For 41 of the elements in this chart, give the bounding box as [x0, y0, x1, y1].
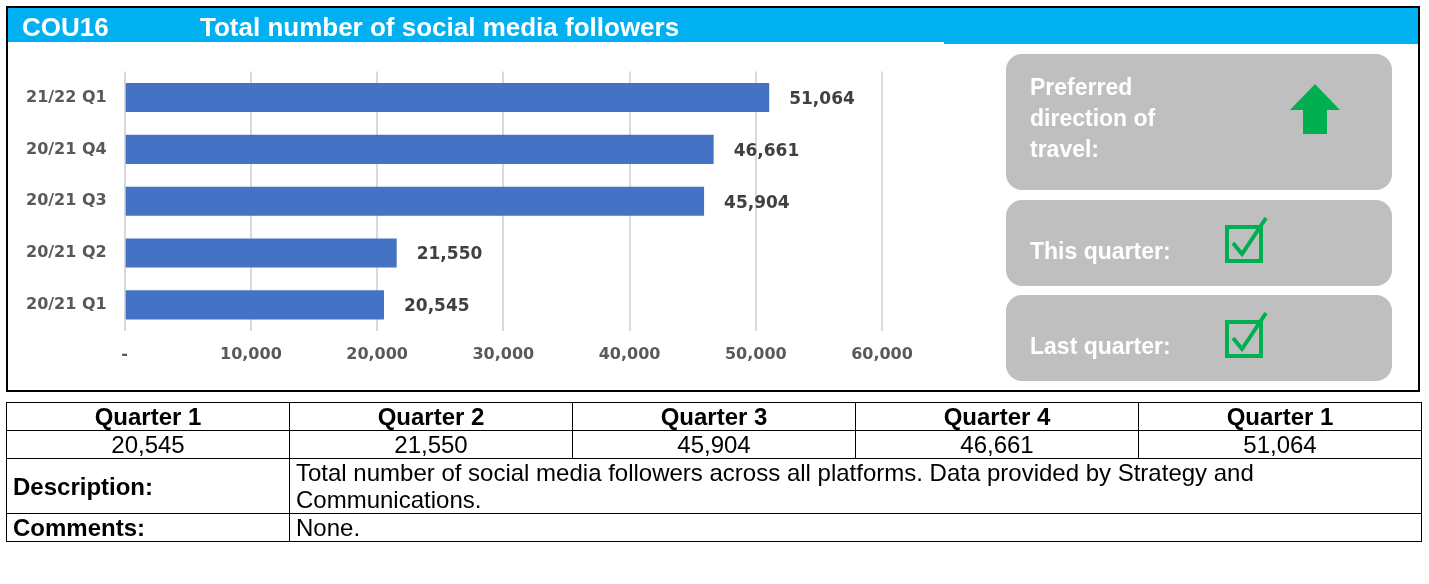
x-tick-label: 40,000: [598, 343, 661, 363]
text: Comments:: [6, 513, 290, 542]
text: 51,064: [1243, 431, 1317, 458]
x-tick-label: 60,000: [851, 343, 913, 363]
data-label: 45,904: [724, 191, 790, 212]
y-tick-label: 20/21 Q1: [25, 294, 107, 314]
y-tick-label: 20/21 Q4: [25, 138, 107, 158]
text: Description:: [6, 458, 290, 514]
text: Quarter 4: [855, 402, 1139, 431]
text: Quarter 1: [6, 402, 290, 431]
x-tick-label: 10,000: [220, 343, 282, 363]
x-tick-label: 20,000: [346, 343, 408, 363]
text: 46,661: [960, 431, 1034, 458]
x-tick-label: 30,000: [472, 343, 535, 363]
x-tick-label: 50,000: [724, 343, 787, 363]
data-label: 21,550: [416, 243, 483, 264]
data-label: 20,545: [404, 295, 470, 316]
text: Quarter 2: [289, 402, 573, 431]
text: 21,550: [394, 431, 468, 458]
bar: [125, 290, 384, 320]
text: 20,545: [111, 431, 185, 458]
bar: [125, 134, 714, 164]
y-tick-label: 20/21 Q2: [25, 242, 107, 262]
y-tick-label: 21/22 Q1: [25, 86, 107, 106]
text: Quarter 1: [1138, 402, 1422, 431]
y-tick-label: 20/21 Q3: [25, 190, 107, 210]
data-label: 51,064: [789, 87, 855, 108]
text: None.: [289, 513, 1422, 542]
text: Preferred direction of travel:: [1030, 73, 1157, 164]
bar: [125, 186, 705, 216]
text: 45,904: [677, 431, 751, 458]
text: Last quarter:: [1030, 333, 1171, 360]
text: Total number of social media followers across all platforms. Data provided by Strategy and Communications.: [289, 458, 1422, 514]
x-tick-label: -: [121, 343, 128, 363]
data-label: 46,661: [733, 139, 800, 160]
chart-title: Total number of social media followers: [200, 11, 680, 44]
bar: [125, 238, 397, 268]
chart-subtitle: COU16: [22, 11, 109, 44]
text: Quarter 3: [572, 402, 856, 431]
text: This quarter:: [1030, 238, 1171, 265]
bar: [125, 83, 770, 113]
